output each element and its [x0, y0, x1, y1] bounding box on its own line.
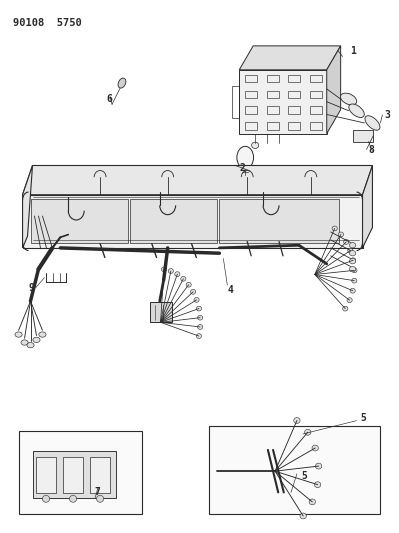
Ellipse shape [352, 278, 357, 283]
Text: 9: 9 [28, 283, 34, 293]
Ellipse shape [314, 482, 321, 488]
Ellipse shape [118, 78, 126, 88]
Text: 6: 6 [106, 94, 112, 104]
Polygon shape [23, 165, 372, 195]
Ellipse shape [343, 306, 348, 311]
Ellipse shape [300, 513, 306, 519]
Ellipse shape [347, 298, 352, 303]
Ellipse shape [351, 258, 356, 263]
Polygon shape [239, 46, 341, 70]
Ellipse shape [69, 495, 77, 502]
Ellipse shape [350, 288, 355, 293]
Ellipse shape [27, 343, 34, 348]
Ellipse shape [344, 239, 349, 244]
Polygon shape [32, 451, 116, 498]
Polygon shape [23, 195, 363, 248]
Ellipse shape [309, 499, 316, 505]
Text: 7: 7 [94, 488, 100, 497]
Polygon shape [130, 199, 217, 243]
Text: 8: 8 [369, 144, 374, 155]
Polygon shape [30, 199, 128, 243]
Ellipse shape [348, 248, 353, 253]
Polygon shape [353, 130, 373, 142]
Ellipse shape [181, 277, 186, 281]
Polygon shape [239, 70, 327, 134]
Ellipse shape [186, 282, 191, 287]
Polygon shape [36, 457, 56, 494]
Ellipse shape [97, 495, 104, 502]
Polygon shape [219, 199, 339, 243]
Text: 5: 5 [361, 413, 366, 423]
Ellipse shape [350, 259, 356, 264]
Text: 3: 3 [384, 110, 390, 120]
Polygon shape [209, 426, 380, 514]
Ellipse shape [175, 272, 180, 277]
Polygon shape [23, 165, 32, 248]
Text: 1: 1 [351, 46, 356, 56]
Polygon shape [363, 165, 372, 248]
Ellipse shape [340, 93, 357, 105]
Ellipse shape [332, 226, 337, 231]
Ellipse shape [190, 289, 196, 294]
Ellipse shape [198, 316, 203, 320]
Ellipse shape [252, 142, 259, 149]
Polygon shape [63, 457, 83, 494]
Ellipse shape [198, 325, 203, 329]
Ellipse shape [312, 445, 318, 451]
Ellipse shape [350, 243, 356, 248]
Polygon shape [90, 457, 111, 494]
Ellipse shape [42, 495, 49, 502]
Ellipse shape [352, 268, 357, 273]
Ellipse shape [350, 266, 356, 272]
Ellipse shape [196, 306, 201, 311]
Ellipse shape [294, 417, 300, 423]
Ellipse shape [304, 430, 311, 435]
Ellipse shape [194, 297, 199, 302]
Ellipse shape [21, 340, 28, 345]
Ellipse shape [365, 116, 380, 130]
Ellipse shape [15, 332, 22, 337]
Ellipse shape [350, 251, 356, 256]
Ellipse shape [237, 147, 254, 168]
Ellipse shape [196, 334, 201, 338]
Text: 5: 5 [301, 472, 307, 481]
Ellipse shape [33, 337, 40, 343]
Ellipse shape [168, 269, 174, 273]
Text: 4: 4 [227, 286, 233, 295]
Ellipse shape [162, 267, 167, 272]
Ellipse shape [349, 104, 364, 117]
Polygon shape [327, 46, 341, 134]
Ellipse shape [316, 463, 322, 469]
Text: 90108  5750: 90108 5750 [13, 18, 81, 28]
Polygon shape [19, 431, 142, 514]
Polygon shape [150, 302, 172, 322]
Ellipse shape [338, 232, 344, 237]
Ellipse shape [39, 332, 46, 337]
Text: 2: 2 [239, 163, 245, 173]
